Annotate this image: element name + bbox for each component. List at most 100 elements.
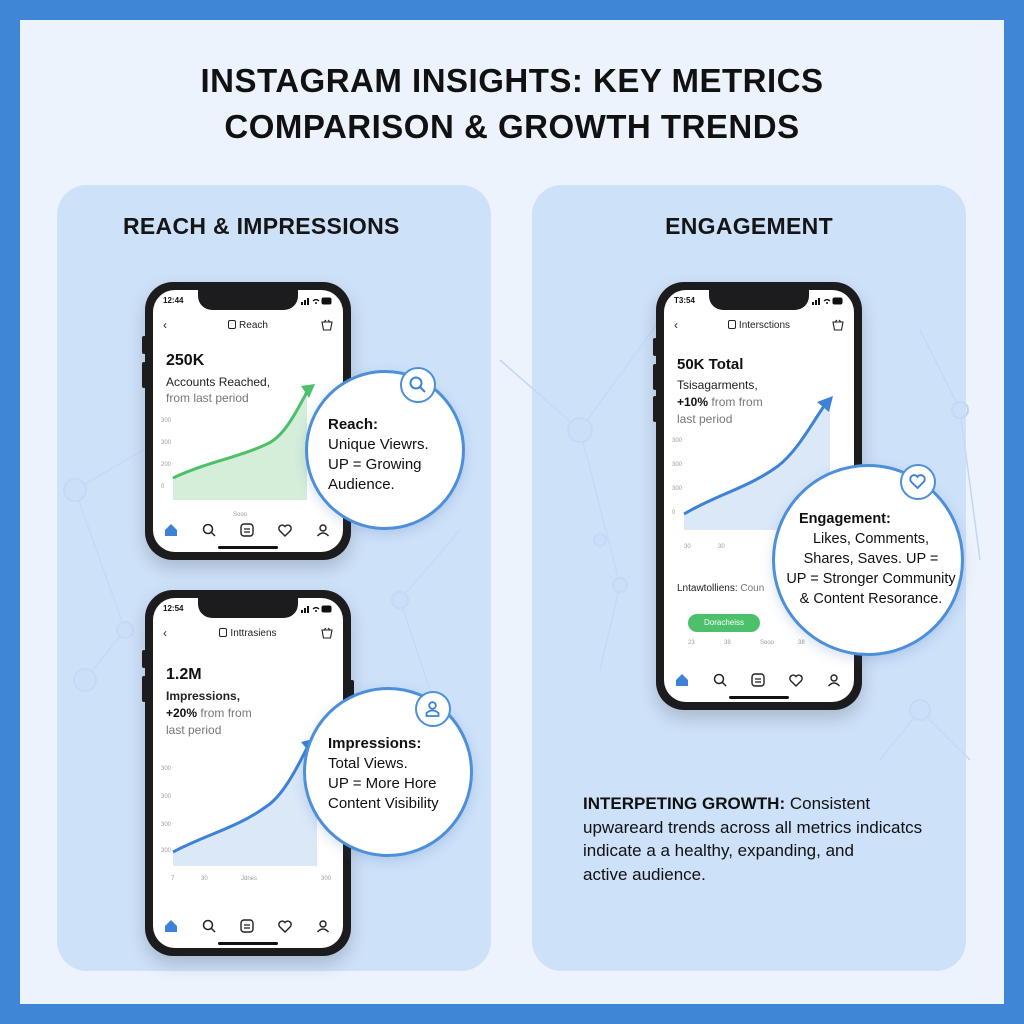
- panel-title-engagement: ENGAGEMENT: [665, 213, 833, 239]
- app-header: ‹ Reach: [153, 318, 343, 336]
- status-time: 12:54: [163, 604, 184, 613]
- main-title: INSTAGRAM INSIGHTS: KEY METRICS COMPARIS…: [20, 58, 1004, 150]
- heart-icon[interactable]: [277, 918, 293, 934]
- callout-title: Reach:: [328, 416, 379, 433]
- status-bar: 12:44: [163, 296, 333, 310]
- signal-wifi-battery-icon: [301, 297, 332, 305]
- x-tick: Sooo: [233, 512, 248, 518]
- callout-line: UP = Stronger Community: [786, 571, 956, 587]
- callout-line: UP = More Hore: [328, 775, 437, 792]
- back-chevron-icon[interactable]: ‹: [674, 318, 678, 332]
- callout-line: Shares, Saves. UP =: [803, 551, 939, 567]
- options-icon[interactable]: [832, 319, 844, 331]
- bag-icon: [228, 320, 237, 329]
- metric-value: 250K: [166, 352, 205, 369]
- trend-area: [173, 392, 307, 500]
- phone-notch: [198, 598, 298, 618]
- profile-icon[interactable]: [826, 672, 842, 688]
- metric-change: +20% from from: [166, 705, 252, 722]
- app-header: ‹ Inttrasiens: [153, 626, 343, 644]
- phone-notch: [709, 290, 809, 310]
- create-icon[interactable]: [750, 672, 766, 688]
- impressions-trend-chart: [172, 738, 317, 866]
- interpretation-line: indicate a a healthy, expanding, and: [583, 841, 854, 860]
- header-title-text: Inttrasiens: [230, 628, 277, 639]
- y-tick: 300: [672, 438, 683, 444]
- interpretation-line: active audience.: [583, 864, 706, 884]
- home-icon[interactable]: [674, 672, 690, 688]
- y-tick: 300: [672, 462, 683, 468]
- y-tick: 300: [161, 766, 172, 772]
- metric-change-suffix: from from: [708, 395, 763, 409]
- x-tick: 300: [321, 876, 332, 882]
- options-icon[interactable]: [321, 627, 333, 639]
- interactions-pill[interactable]: Doracheiss: [688, 614, 760, 632]
- bag-icon: [727, 320, 736, 329]
- y-tick: 300: [161, 848, 172, 854]
- metric-sublabel: last period: [166, 723, 222, 737]
- search-icon[interactable]: [712, 672, 728, 688]
- home-indicator: [218, 546, 278, 549]
- metric-change-value: +20%: [166, 706, 198, 720]
- heart-icon[interactable]: [788, 672, 804, 688]
- header-title: Inttrasiens: [153, 628, 343, 639]
- x-tick: 23: [688, 640, 695, 646]
- reach-callout: Reach: Unique Viewrs. UP = Growing Audie…: [305, 370, 465, 530]
- y-tick: 300: [161, 822, 172, 828]
- interactions-label-text: Lntawtolliens:: [677, 583, 738, 594]
- back-chevron-icon[interactable]: ‹: [163, 318, 167, 332]
- bottom-tab-bar: [153, 522, 343, 544]
- x-tick: Jdnes: [241, 876, 258, 882]
- x-tick: 30: [201, 876, 208, 882]
- bottom-tab-bar: [153, 918, 343, 940]
- infographic-frame: INSTAGRAM INSIGHTS: KEY METRICS COMPARIS…: [20, 20, 1004, 1004]
- options-icon[interactable]: [321, 319, 333, 331]
- user-icon: [425, 701, 440, 717]
- profile-icon[interactable]: [315, 918, 331, 934]
- phone-notch: [198, 290, 298, 310]
- metric-change-value: +10%: [677, 395, 709, 409]
- trend-line: [683, 405, 826, 516]
- engagement-callout-badge: [900, 464, 936, 500]
- search-icon: [409, 376, 426, 393]
- metric-change: +10% from from: [677, 394, 763, 411]
- callout-title: Engagement:: [799, 511, 891, 527]
- signal-wifi-battery-icon: [812, 297, 843, 305]
- callout-line: UP = Growing: [328, 456, 422, 473]
- interpretation-text: INTERPETING GROWTH: Consistent upwareard…: [583, 792, 983, 886]
- callout-line: Audience.: [328, 476, 395, 493]
- phone-side-button: [142, 362, 146, 388]
- metric-sublabel: from last period: [166, 391, 249, 405]
- trend-line: [172, 391, 309, 480]
- callout-line: & Content Resorance.: [799, 591, 943, 607]
- y-tick: 300: [672, 486, 683, 492]
- trend-area: [173, 748, 317, 866]
- y-tick: 300: [161, 440, 172, 446]
- y-tick: 0: [672, 510, 676, 516]
- phone-side-button: [653, 396, 657, 422]
- trend-arrowhead: [301, 384, 315, 398]
- trend-arrowhead: [817, 396, 833, 412]
- back-chevron-icon[interactable]: ‹: [163, 626, 167, 640]
- metric-label: Accounts Reached,: [166, 375, 271, 389]
- phone-side-button: [142, 676, 146, 702]
- profile-icon[interactable]: [315, 522, 331, 538]
- callout-line: Content Visibility: [328, 795, 439, 812]
- trend-line: [172, 747, 309, 854]
- create-icon[interactable]: [239, 522, 255, 538]
- search-icon[interactable]: [201, 918, 217, 934]
- x-tick: Sooo: [760, 640, 775, 646]
- y-tick: 300: [161, 794, 172, 800]
- y-tick: 300: [161, 418, 172, 424]
- home-icon[interactable]: [163, 918, 179, 934]
- interactions-extra: Coun: [740, 583, 765, 594]
- home-icon[interactable]: [163, 522, 179, 538]
- create-icon[interactable]: [239, 918, 255, 934]
- heart-icon[interactable]: [277, 522, 293, 538]
- metric-label: Tsisagarments,: [677, 378, 758, 392]
- metric-value: 1.2M: [166, 666, 202, 683]
- bottom-tab-bar: [664, 672, 854, 694]
- y-tick: 0: [161, 484, 165, 490]
- search-icon[interactable]: [201, 522, 217, 538]
- header-title-text: Intersctions: [738, 320, 791, 331]
